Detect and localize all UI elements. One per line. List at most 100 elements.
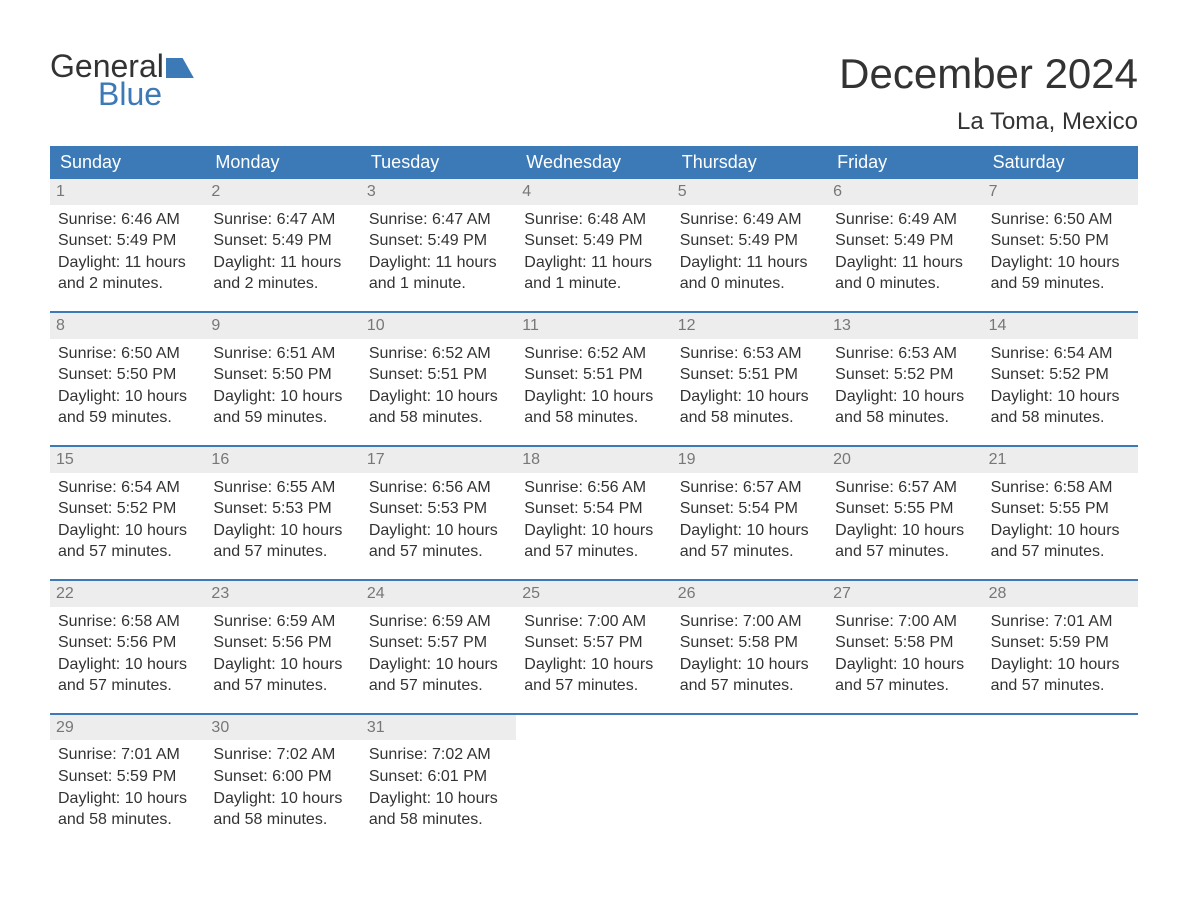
sunset-line: Sunset: 5:56 PM — [58, 632, 197, 654]
title-block: December 2024 La Toma, Mexico — [839, 50, 1138, 136]
sunset-line: Sunset: 5:54 PM — [680, 498, 819, 520]
sunset-line: Sunset: 5:52 PM — [835, 364, 974, 386]
sunset-line: Sunset: 5:55 PM — [991, 498, 1130, 520]
sunset-line: Sunset: 5:57 PM — [524, 632, 663, 654]
day-body: Sunrise: 6:53 AMSunset: 5:51 PMDaylight:… — [678, 343, 821, 429]
sunset-line: Sunset: 5:56 PM — [213, 632, 352, 654]
sunrise-line: Sunrise: 7:02 AM — [213, 744, 352, 766]
day-cell — [672, 715, 827, 841]
day-number: 14 — [983, 313, 1138, 339]
day-number: 21 — [983, 447, 1138, 473]
sunrise-line: Sunrise: 6:58 AM — [991, 477, 1130, 499]
week-row: 29Sunrise: 7:01 AMSunset: 5:59 PMDayligh… — [50, 713, 1138, 841]
daylight-line: Daylight: 10 hours and 59 minutes. — [213, 386, 352, 429]
day-cell — [983, 715, 1138, 841]
day-cell: 5Sunrise: 6:49 AMSunset: 5:49 PMDaylight… — [672, 179, 827, 305]
daylight-line: Daylight: 10 hours and 58 minutes. — [524, 386, 663, 429]
sunrise-line: Sunrise: 6:54 AM — [991, 343, 1130, 365]
day-body: Sunrise: 7:01 AMSunset: 5:59 PMDaylight:… — [989, 611, 1132, 697]
day-cell: 25Sunrise: 7:00 AMSunset: 5:57 PMDayligh… — [516, 581, 671, 707]
sunset-line: Sunset: 5:50 PM — [991, 230, 1130, 252]
weekday-monday: Monday — [205, 146, 360, 179]
day-body: Sunrise: 7:02 AMSunset: 6:00 PMDaylight:… — [211, 744, 354, 830]
day-cell: 16Sunrise: 6:55 AMSunset: 5:53 PMDayligh… — [205, 447, 360, 573]
sunrise-line: Sunrise: 6:51 AM — [213, 343, 352, 365]
day-cell: 13Sunrise: 6:53 AMSunset: 5:52 PMDayligh… — [827, 313, 982, 439]
sunrise-line: Sunrise: 6:52 AM — [524, 343, 663, 365]
day-number: 10 — [361, 313, 516, 339]
day-body: Sunrise: 6:57 AMSunset: 5:55 PMDaylight:… — [833, 477, 976, 563]
day-body: Sunrise: 6:59 AMSunset: 5:57 PMDaylight:… — [367, 611, 510, 697]
sunrise-line: Sunrise: 6:50 AM — [991, 209, 1130, 231]
sunrise-line: Sunrise: 7:00 AM — [524, 611, 663, 633]
day-body: Sunrise: 7:00 AMSunset: 5:58 PMDaylight:… — [833, 611, 976, 697]
sunset-line: Sunset: 5:49 PM — [835, 230, 974, 252]
day-cell: 31Sunrise: 7:02 AMSunset: 6:01 PMDayligh… — [361, 715, 516, 841]
day-body: Sunrise: 6:54 AMSunset: 5:52 PMDaylight:… — [56, 477, 199, 563]
daylight-line: Daylight: 10 hours and 57 minutes. — [991, 520, 1130, 563]
day-body: Sunrise: 6:51 AMSunset: 5:50 PMDaylight:… — [211, 343, 354, 429]
day-number: 18 — [516, 447, 671, 473]
day-number: 6 — [827, 179, 982, 205]
day-cell: 28 Sunrise: 7:01 AMSunset: 5:59 PMDayligh… — [983, 581, 1138, 707]
day-number: 8 — [50, 313, 205, 339]
day-body: Sunrise: 6:56 AMSunset: 5:53 PMDaylight:… — [367, 477, 510, 563]
sunrise-line: Sunrise: 6:50 AM — [58, 343, 197, 365]
day-number: 26 — [672, 581, 827, 607]
day-body: Sunrise: 6:58 AMSunset: 5:55 PMDaylight:… — [989, 477, 1132, 563]
week-row: 15Sunrise: 6:54 AMSunset: 5:52 PMDayligh… — [50, 445, 1138, 573]
sunset-line: Sunset: 5:53 PM — [213, 498, 352, 520]
sunrise-line: Sunrise: 6:49 AM — [680, 209, 819, 231]
sunset-line: Sunset: 5:49 PM — [58, 230, 197, 252]
sunrise-line: Sunrise: 7:01 AM — [58, 744, 197, 766]
daylight-line: Daylight: 10 hours and 57 minutes. — [680, 654, 819, 697]
daylight-line: Daylight: 11 hours and 2 minutes. — [58, 252, 197, 295]
day-number: 7 — [983, 179, 1138, 205]
day-cell: 2Sunrise: 6:47 AMSunset: 5:49 PMDaylight… — [205, 179, 360, 305]
sunset-line: Sunset: 5:52 PM — [58, 498, 197, 520]
sunrise-line: Sunrise: 7:02 AM — [369, 744, 508, 766]
day-cell — [827, 715, 982, 841]
day-body: Sunrise: 7:00 AMSunset: 5:58 PMDaylight:… — [678, 611, 821, 697]
day-number: 29 — [50, 715, 205, 741]
sunset-line: Sunset: 5:52 PM — [991, 364, 1130, 386]
day-number: 19 — [672, 447, 827, 473]
day-body: Sunrise: 6:49 AMSunset: 5:49 PMDaylight:… — [678, 209, 821, 295]
day-cell: 30Sunrise: 7:02 AMSunset: 6:00 PMDayligh… — [205, 715, 360, 841]
weekday-header-row: Sunday Monday Tuesday Wednesday Thursday… — [50, 146, 1138, 179]
day-cell: 18Sunrise: 6:56 AMSunset: 5:54 PMDayligh… — [516, 447, 671, 573]
day-cell: 22Sunrise: 6:58 AMSunset: 5:56 PMDayligh… — [50, 581, 205, 707]
day-number: 24 — [361, 581, 516, 607]
sunset-line: Sunset: 5:58 PM — [680, 632, 819, 654]
day-number: 23 — [205, 581, 360, 607]
day-cell: 24 Sunrise: 6:59 AMSunset: 5:57 PMDayligh… — [361, 581, 516, 707]
day-cell: 17Sunrise: 6:56 AMSunset: 5:53 PMDayligh… — [361, 447, 516, 573]
calendar: Sunday Monday Tuesday Wednesday Thursday… — [50, 146, 1138, 841]
daylight-line: Daylight: 10 hours and 58 minutes. — [680, 386, 819, 429]
daylight-line: Daylight: 10 hours and 58 minutes. — [369, 386, 508, 429]
day-number: 27 — [827, 581, 982, 607]
day-cell: 27 Sunrise: 7:00 AMSunset: 5:58 PMDayligh… — [827, 581, 982, 707]
daylight-line: Daylight: 10 hours and 58 minutes. — [991, 386, 1130, 429]
daylight-line: Daylight: 10 hours and 58 minutes. — [369, 788, 508, 831]
sunrise-line: Sunrise: 6:57 AM — [835, 477, 974, 499]
day-cell: 10Sunrise: 6:52 AMSunset: 5:51 PMDayligh… — [361, 313, 516, 439]
day-number: 28 — [983, 581, 1138, 607]
sunset-line: Sunset: 6:01 PM — [369, 766, 508, 788]
daylight-line: Daylight: 10 hours and 57 minutes. — [58, 520, 197, 563]
day-body: Sunrise: 6:57 AMSunset: 5:54 PMDaylight:… — [678, 477, 821, 563]
day-body: Sunrise: 6:59 AMSunset: 5:56 PMDaylight:… — [211, 611, 354, 697]
day-number: 20 — [827, 447, 982, 473]
sunrise-line: Sunrise: 6:52 AM — [369, 343, 508, 365]
daylight-line: Daylight: 10 hours and 57 minutes. — [213, 654, 352, 697]
sunrise-line: Sunrise: 6:59 AM — [213, 611, 352, 633]
day-number: 11 — [516, 313, 671, 339]
day-number: 13 — [827, 313, 982, 339]
day-cell: 14 Sunrise: 6:54 AMSunset: 5:52 PMDayligh… — [983, 313, 1138, 439]
day-number: 4 — [516, 179, 671, 205]
daylight-line: Daylight: 10 hours and 57 minutes. — [524, 520, 663, 563]
day-cell: 6Sunrise: 6:49 AMSunset: 5:49 PMDaylight… — [827, 179, 982, 305]
sunset-line: Sunset: 5:49 PM — [680, 230, 819, 252]
day-number: 16 — [205, 447, 360, 473]
sunset-line: Sunset: 5:58 PM — [835, 632, 974, 654]
